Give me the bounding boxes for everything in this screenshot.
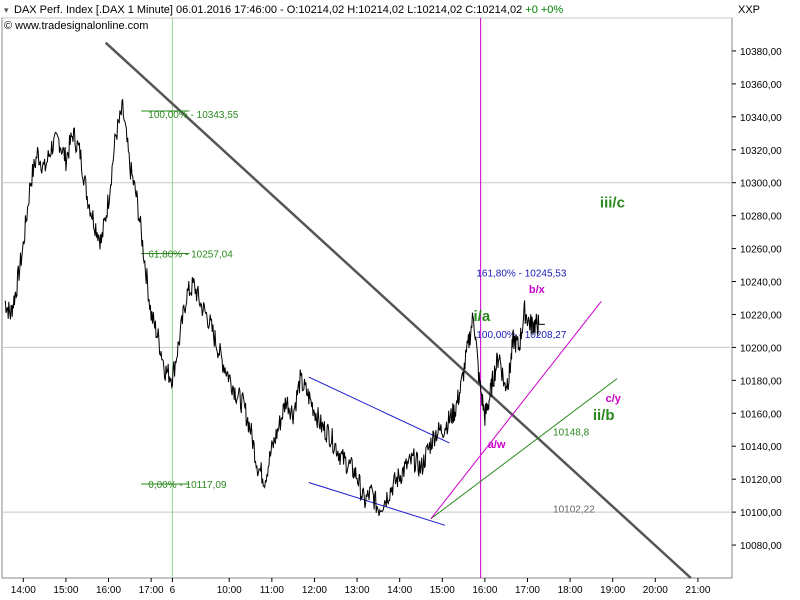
wave-label-c-y: c/y xyxy=(606,393,622,405)
symbol-label: XXP xyxy=(738,4,761,16)
expand-icon[interactable]: ▾ xyxy=(4,5,9,15)
ohlc-readout: DAX Perf. Index [.DAX 1 Minute] 06.01.20… xyxy=(14,4,523,16)
x-tick-label: 17:00 xyxy=(139,585,164,596)
x-tick-label: 13:00 xyxy=(345,585,370,596)
y-tick-label: 10180,00 xyxy=(740,376,782,387)
wave-label-a-w: a/w xyxy=(488,439,506,451)
wave-label-ii-b: ii/b xyxy=(593,407,615,424)
fib-label-100: 100,00% - 10343,55 xyxy=(148,110,239,121)
y-tick-label: 10340,00 xyxy=(740,113,782,124)
x-tick-label: 16:00 xyxy=(472,585,497,596)
y-tick-label: 10320,00 xyxy=(740,146,782,157)
x-tick-label: 15:00 xyxy=(53,585,78,596)
x-tick-label: 18:00 xyxy=(558,585,583,596)
channel-upper-line xyxy=(308,376,450,444)
descending-trendline xyxy=(104,41,692,579)
fib-label-0: 0,00% - 10117,09 xyxy=(148,480,227,491)
y-tick-label: 10080,00 xyxy=(740,541,782,552)
x-tick-label: 15:00 xyxy=(430,585,455,596)
fib-label-618: 61,80% - 10257,04 xyxy=(148,249,233,260)
x-tick-label: 20:00 xyxy=(643,585,668,596)
y-tick-label: 10160,00 xyxy=(740,409,782,420)
change-readout: +0 +0% xyxy=(525,4,564,16)
y-tick-label: 10240,00 xyxy=(740,278,782,289)
x-tick-label: 10:00 xyxy=(217,585,242,596)
x-tick-label: 21:00 xyxy=(685,585,710,596)
y-tick-label: 10280,00 xyxy=(740,212,782,223)
x-tick-label: 12:00 xyxy=(302,585,327,596)
x-tick-label: 11:00 xyxy=(260,585,285,596)
x-tick-label: 6 xyxy=(170,585,176,596)
fib-label-1618: 161,80% - 10245,53 xyxy=(476,268,567,279)
y-tick-label: 10380,00 xyxy=(740,47,782,58)
x-tick-label: 19:00 xyxy=(600,585,625,596)
y-tick-label: 10100,00 xyxy=(740,508,782,519)
x-tick-label: 14:00 xyxy=(387,585,412,596)
x-tick-label: 14:00 xyxy=(11,585,36,596)
channel-lower-line xyxy=(308,481,446,526)
price-label-10102: 10102,22 xyxy=(553,504,595,515)
price-label-10148: 10148,8 xyxy=(553,428,590,439)
y-tick-label: 10200,00 xyxy=(740,343,782,354)
x-tick-label: 17:00 xyxy=(515,585,540,596)
y-tick-label: 10140,00 xyxy=(740,442,782,453)
price-series-line xyxy=(4,98,540,516)
chart-header: ▾ DAX Perf. Index [.DAX 1 Minute] 06.01.… xyxy=(0,0,732,34)
wave-label-iii-c: iii/c xyxy=(600,194,625,211)
y-tick-label: 10300,00 xyxy=(740,179,782,190)
green-ray-line xyxy=(430,378,618,520)
instrument-title: DAX Perf. Index [.DAX 1 Minute] 06.01.20… xyxy=(14,4,563,16)
y-tick-label: 10260,00 xyxy=(740,245,782,256)
wave-label-i-a: i/a xyxy=(474,308,491,325)
y-tick-label: 10120,00 xyxy=(740,475,782,486)
y-tick-label: 10360,00 xyxy=(740,80,782,91)
source-credit: © www.tradesignalonline.com xyxy=(4,20,149,32)
y-tick-label: 10220,00 xyxy=(740,310,782,321)
x-tick-label: 16:00 xyxy=(96,585,121,596)
wave-label-b-x: b/x xyxy=(529,284,546,296)
magenta-ray-line xyxy=(430,300,602,520)
